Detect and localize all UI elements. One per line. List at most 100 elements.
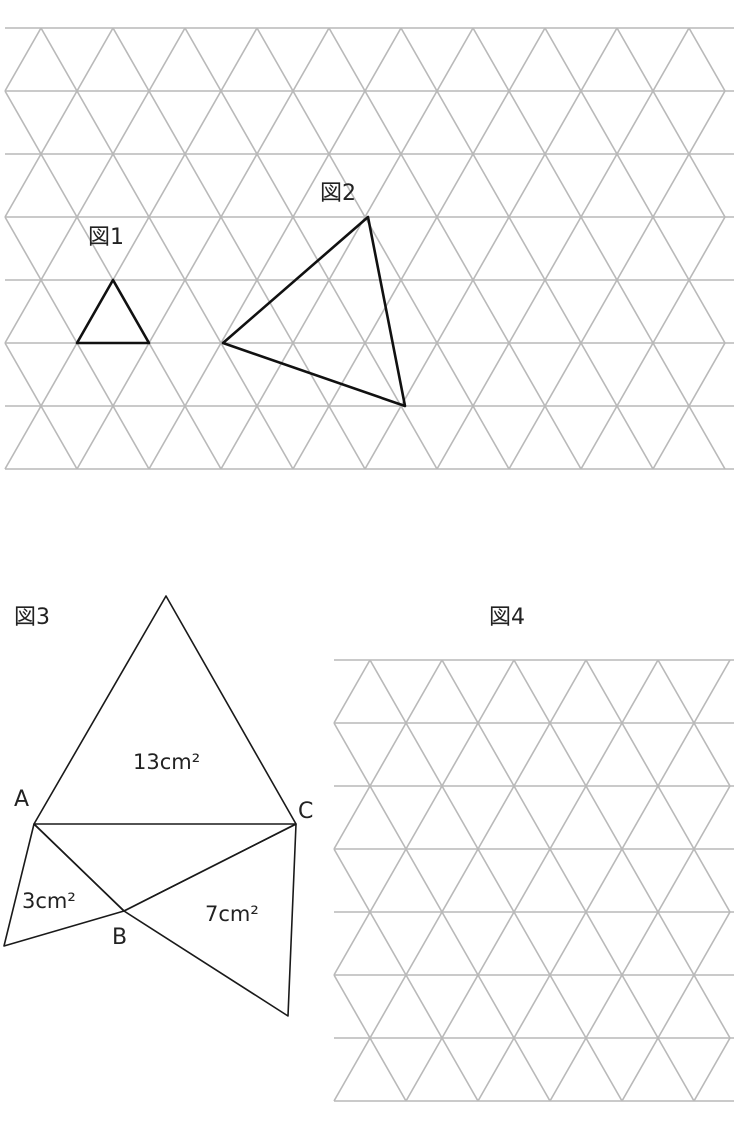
- grid-top-line: [148, 153, 186, 218]
- grid-top-line: [436, 27, 474, 92]
- grid-top-line: [616, 216, 654, 281]
- grid-top-line: [40, 90, 78, 155]
- grid-top-line: [508, 279, 546, 344]
- grid-top-line: [40, 216, 78, 281]
- grid-top-line: [148, 279, 186, 344]
- grid-bottom-line: [441, 974, 479, 1039]
- grid-top-line: [400, 405, 438, 470]
- grid-top-line: [364, 279, 402, 344]
- grid-bottom-line: [369, 722, 407, 787]
- grid-top-line: [616, 342, 654, 407]
- grid-bottom-line: [405, 785, 443, 850]
- grid-bottom-line: [333, 659, 371, 724]
- grid-bottom-line: [693, 659, 731, 724]
- grid-top-line: [220, 216, 258, 281]
- grid-top-line: [544, 27, 582, 92]
- grid-top-line: [616, 90, 654, 155]
- grid-top-line: [40, 342, 78, 407]
- grid-top-line: [220, 405, 258, 470]
- grid-top-line: [76, 27, 114, 92]
- grid-bottom-line: [405, 911, 443, 976]
- grid-top-line: [4, 342, 42, 407]
- grid-top-line: [292, 279, 330, 344]
- grid-top-line: [328, 90, 366, 155]
- grid-top-line: [220, 153, 258, 218]
- grid-bottom-line: [621, 722, 659, 787]
- grid-bottom-line: [513, 974, 551, 1039]
- grid-bottom-line: [549, 848, 587, 913]
- grid-top-line: [256, 90, 294, 155]
- grid-bottom-line: [549, 911, 587, 976]
- grid-top-line: [544, 90, 582, 155]
- grid-bottom-line: [513, 659, 551, 724]
- grid-top-line: [472, 153, 510, 218]
- grid-top-line: [580, 27, 618, 92]
- grid-top-line: [508, 27, 546, 92]
- grid-top-line: [580, 216, 618, 281]
- grid-top-line: [688, 405, 726, 470]
- grid-top-line: [4, 405, 42, 470]
- grid-top-line: [472, 279, 510, 344]
- grid-top-line: [184, 405, 222, 470]
- grid-bottom-line: [513, 722, 551, 787]
- grid-top-line: [4, 279, 42, 344]
- grid-bottom-line: [693, 848, 731, 913]
- grid-top-line: [4, 153, 42, 218]
- grid-top-line: [508, 405, 546, 470]
- grid-bottom-line: [549, 785, 587, 850]
- grid-bottom-line: [477, 1037, 515, 1102]
- grid-top-line: [76, 153, 114, 218]
- figure4-label: 図4: [489, 605, 525, 630]
- grid-top-line: [400, 90, 438, 155]
- grid-top-line: [184, 342, 222, 407]
- grid-bottom-line: [693, 1037, 731, 1102]
- grid-top-line: [256, 405, 294, 470]
- grid-bottom-line: [585, 848, 623, 913]
- grid-bottom-line: [477, 722, 515, 787]
- figure1-label: 図1: [88, 225, 124, 250]
- grid-top-line: [508, 90, 546, 155]
- grid-top-line: [112, 90, 150, 155]
- grid-top-line: [400, 342, 438, 407]
- grid-bottom-line: [585, 785, 623, 850]
- grid-top-line: [652, 90, 690, 155]
- grid-top-line: [544, 216, 582, 281]
- grid-bottom-line: [693, 722, 731, 787]
- grid-bottom-line: [657, 1037, 695, 1102]
- grid-top-line: [112, 405, 150, 470]
- grid-top-line: [148, 27, 186, 92]
- grid-top-line: [688, 153, 726, 218]
- grid-top-line: [616, 153, 654, 218]
- grid-bottom-line: [549, 1037, 587, 1102]
- grid-top-line: [112, 216, 150, 281]
- grid-top-line: [580, 405, 618, 470]
- grid-bottom-line: [693, 911, 731, 976]
- figure3-label: 図3: [14, 605, 50, 630]
- grid-bottom-line: [405, 848, 443, 913]
- vertex-label-b: B: [112, 925, 127, 950]
- grid-top-line: [40, 27, 78, 92]
- grid-top-line: [400, 216, 438, 281]
- grid-top-line: [544, 153, 582, 218]
- grid-bottom-line: [441, 722, 479, 787]
- grid-top-line: [508, 216, 546, 281]
- grid-top-line: [256, 342, 294, 407]
- grid-bottom-line: [585, 1037, 623, 1102]
- grid-bottom-line: [369, 659, 407, 724]
- grid-bottom-line: [369, 974, 407, 1039]
- grid-top-line: [184, 27, 222, 92]
- grid-top-line: [292, 405, 330, 470]
- grid-top-line: [220, 342, 258, 407]
- grid-top-line: [292, 216, 330, 281]
- grid-top-line: [436, 153, 474, 218]
- grid-bottom-line: [405, 722, 443, 787]
- grid-bottom-line: [549, 974, 587, 1039]
- grid-top-line: [328, 342, 366, 407]
- grid-bottom-line: [693, 974, 731, 1039]
- grid-top-line: [220, 90, 258, 155]
- grid-top-line: [652, 216, 690, 281]
- grid-top-line: [544, 405, 582, 470]
- grid-top-line: [4, 216, 42, 281]
- grid-top-line: [364, 90, 402, 155]
- grid-bottom-line: [369, 785, 407, 850]
